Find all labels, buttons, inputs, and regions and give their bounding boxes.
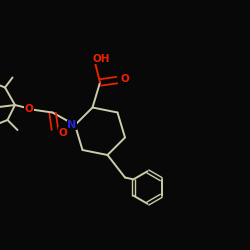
Text: N: N — [68, 120, 76, 130]
Text: O: O — [120, 74, 129, 84]
Text: OH: OH — [92, 54, 110, 64]
Text: O: O — [58, 128, 67, 138]
Text: O: O — [24, 104, 34, 114]
